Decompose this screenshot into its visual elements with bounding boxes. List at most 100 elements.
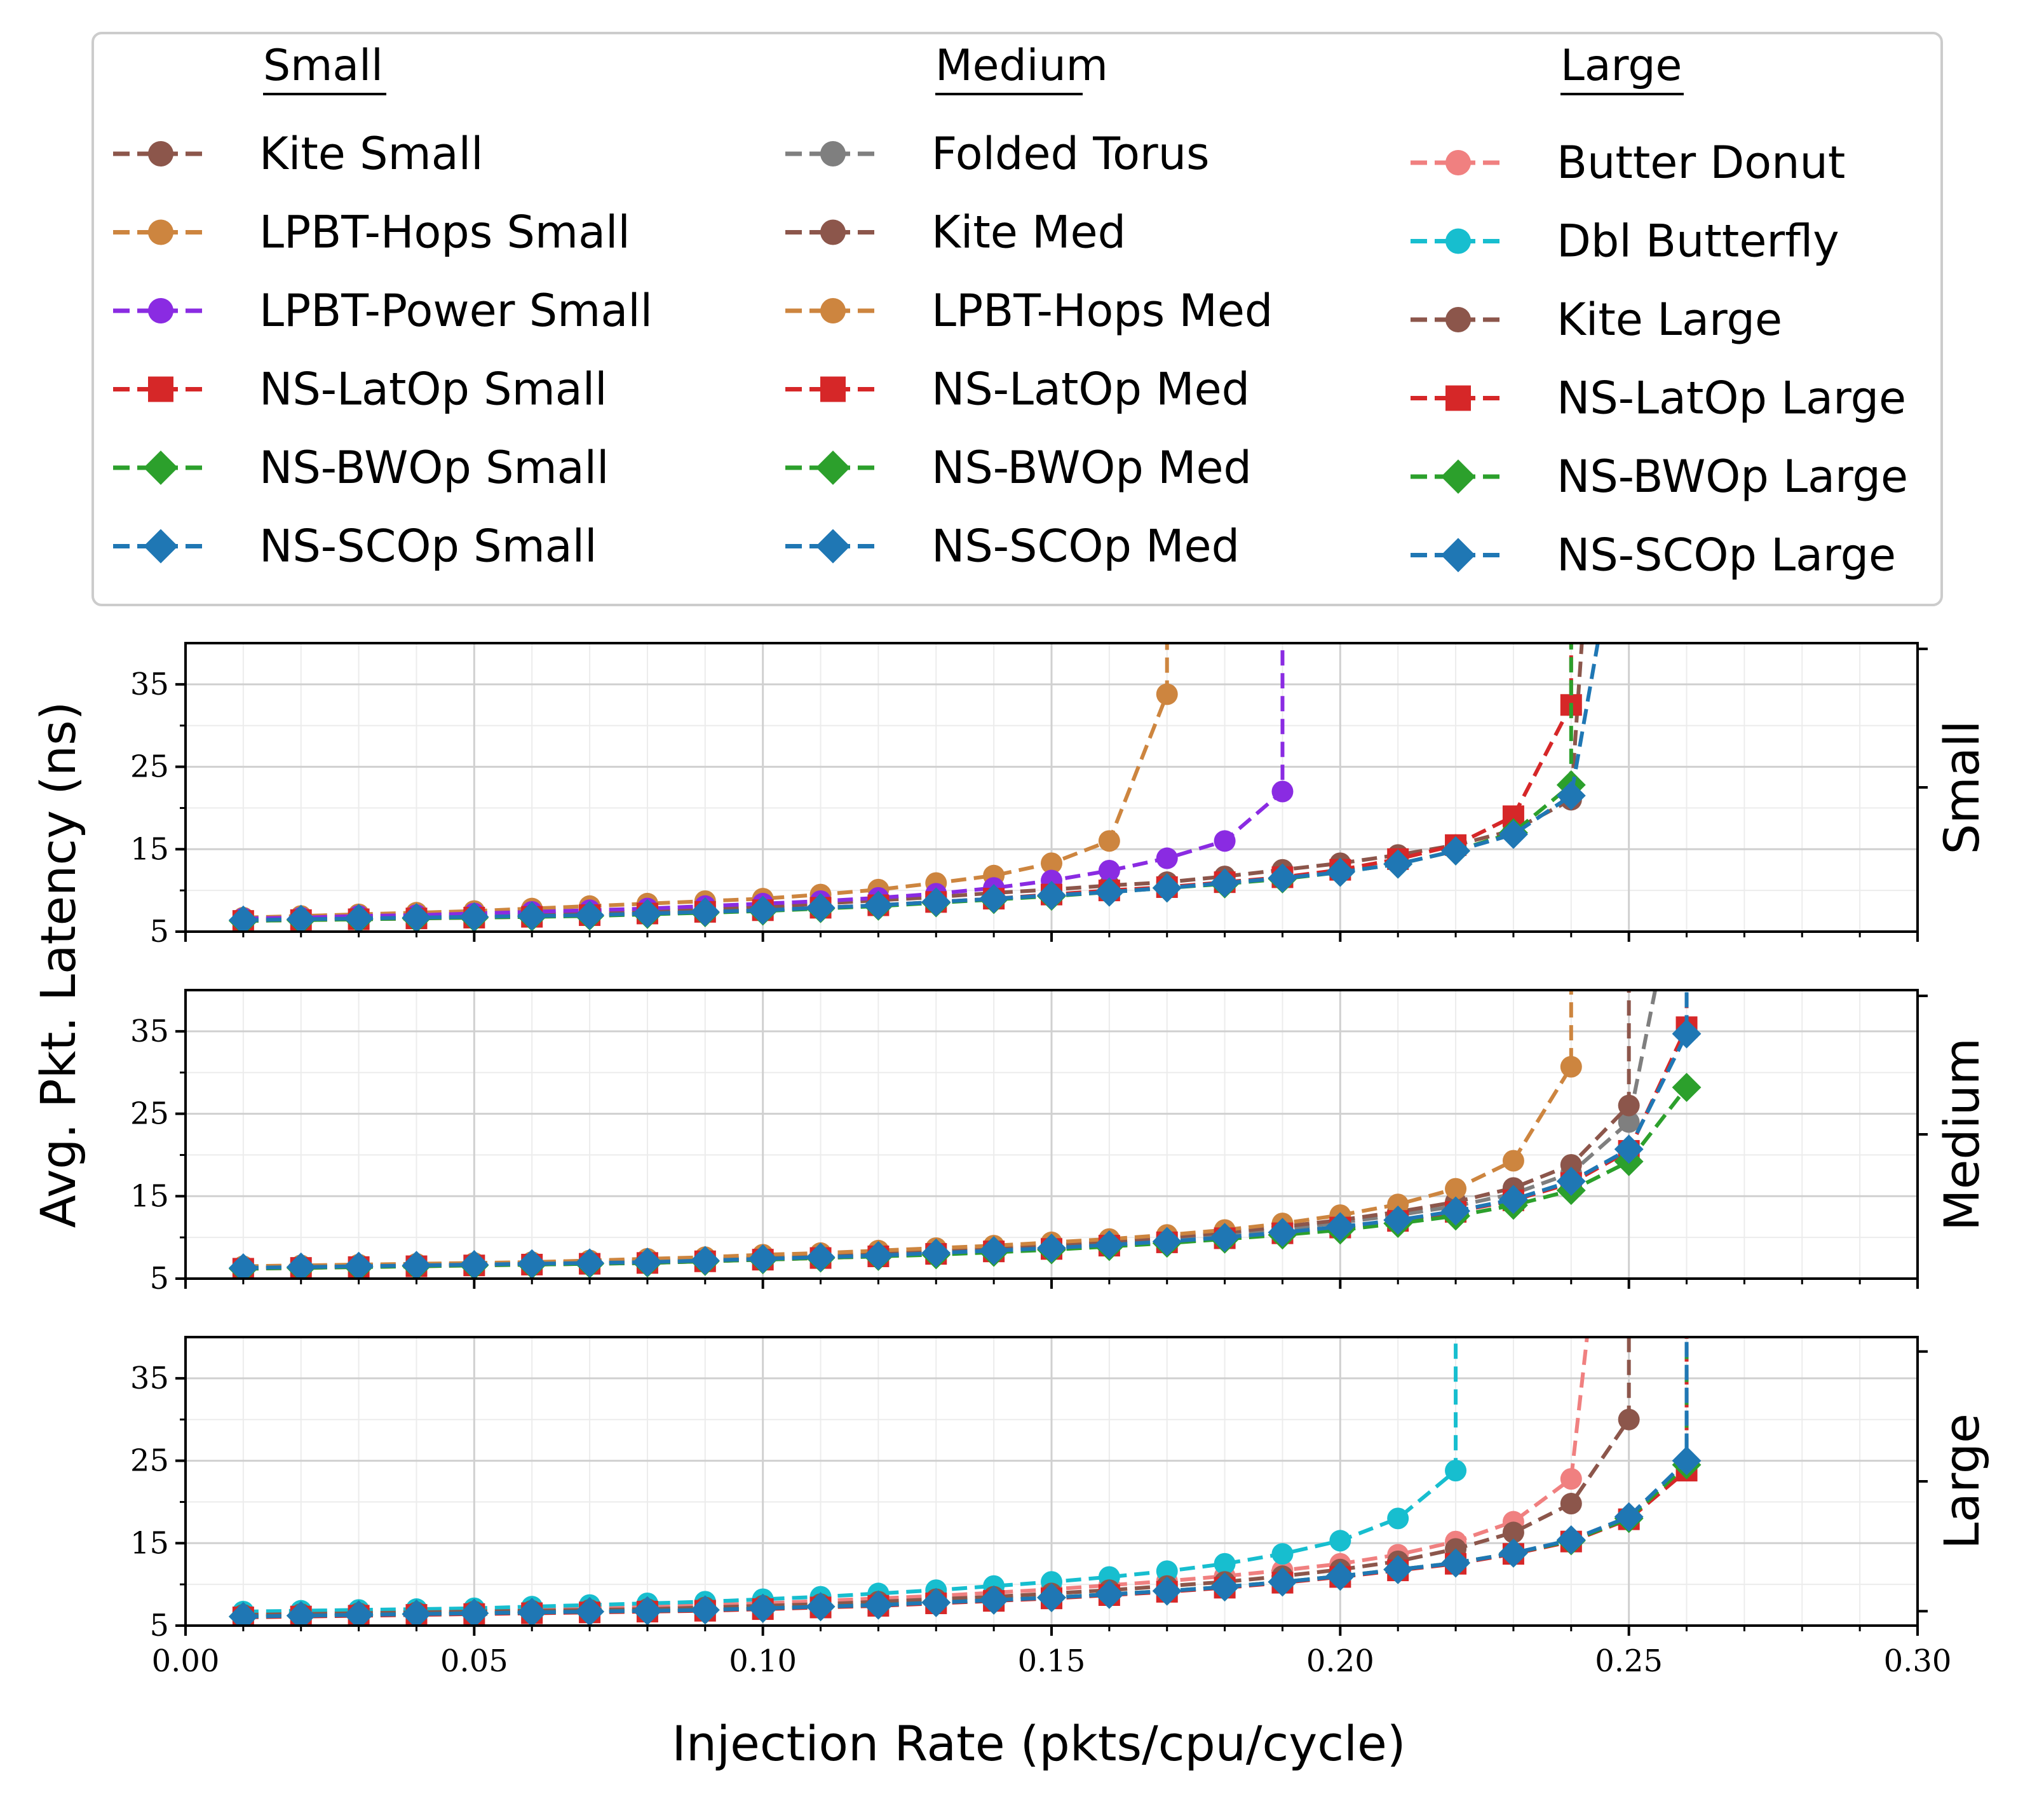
data-point [228, 1253, 258, 1279]
data-point [690, 1595, 720, 1625]
data-point [1498, 819, 1528, 849]
legend-swatch-marker [1445, 307, 1471, 332]
series-ns-scop-small-small [228, 643, 1600, 932]
data-point [979, 884, 1009, 914]
x-tick-label: 0.10 [729, 1643, 797, 1679]
data-point [1383, 1205, 1413, 1235]
legend-label: LPBT-Hops Med [931, 285, 1273, 337]
data-point [1445, 1460, 1467, 1482]
data-point [402, 1599, 431, 1626]
data-point [1098, 830, 1120, 852]
data-point [690, 897, 720, 927]
panel-label-medium: Medium [1933, 1038, 1990, 1231]
data-point [1325, 1212, 1355, 1242]
data-point [1560, 1493, 1582, 1515]
data-point [1445, 1178, 1467, 1200]
data-point [286, 1601, 316, 1626]
data-point [1560, 1468, 1582, 1490]
series-group [228, 990, 1702, 1279]
legend-item-kite-small: Kite Small [113, 128, 484, 180]
series-line [243, 1337, 1689, 1620]
x-axis-title: Injection Rate (pkts/cpu/cycle) [672, 1715, 1405, 1772]
x-tick-label: 0.20 [1306, 1643, 1374, 1679]
legend-item-ns-latop-large: NS-LatOp Large [1411, 372, 1906, 425]
data-point [1210, 1223, 1240, 1253]
series-group [228, 643, 1600, 932]
data-point [1152, 873, 1182, 903]
legend-item-kite-med: Kite Med [785, 207, 1126, 259]
series-ns-latop-med-medium [232, 990, 1698, 1279]
legend-item-lpbt-hops-small: LPBT-Hops Small [113, 207, 630, 259]
series-folded-torus-medium [232, 990, 1658, 1279]
legend-frame [91, 32, 1943, 606]
legend-label: NS-BWOp Small [259, 442, 609, 494]
series-ns-latop-large-large [232, 1337, 1698, 1626]
data-point [1556, 781, 1586, 810]
legend-swatch-marker [816, 529, 850, 564]
data-point [1441, 836, 1471, 866]
series-line [243, 990, 1689, 1270]
data-point [344, 1600, 374, 1626]
data-point [806, 1242, 836, 1272]
legend-label: NS-SCOp Small [259, 520, 597, 573]
data-point [1271, 1543, 1294, 1565]
series-ns-bwop-large-large [228, 1337, 1702, 1626]
series-lpbt-hops-med-medium [232, 990, 1582, 1277]
data-point [1672, 1446, 1702, 1476]
legend-label: NS-LatOp Large [1557, 372, 1906, 425]
legend-item-ns-bwop-med: NS-BWOp Med [785, 442, 1252, 494]
y-tick-label: 25 [130, 749, 169, 785]
data-point [1618, 1111, 1640, 1133]
legend-item-lpbt-hops-med: LPBT-Hops Med [785, 285, 1273, 337]
series-line [243, 1337, 1689, 1619]
legend-heading-small: Small [263, 41, 383, 91]
data-point [517, 1598, 547, 1626]
data-point [517, 1249, 547, 1279]
legend-label: Kite Large [1557, 294, 1782, 346]
panel-label-small: Small [1933, 720, 1990, 854]
data-point [1502, 1521, 1524, 1544]
legend-heading-medium: Medium [935, 41, 1108, 91]
y-tick-label: 15 [130, 831, 169, 867]
series-ns-scop-med-medium [228, 990, 1702, 1279]
data-point [344, 1251, 374, 1279]
data-point [1329, 1530, 1351, 1552]
series-line [243, 643, 1584, 921]
x-tick-label: 0.05 [440, 1643, 508, 1679]
data-point [1383, 1554, 1413, 1584]
y-tick-label: 25 [130, 1096, 169, 1132]
data-point [1560, 1056, 1582, 1078]
data-point [1614, 1134, 1644, 1164]
legend-label: NS-BWOp Large [1557, 451, 1908, 503]
data-point [1268, 1218, 1297, 1247]
y-tick-label: 25 [130, 1443, 169, 1479]
panel-small: 5 15 25 35 Small [130, 642, 1990, 949]
data-point [863, 890, 893, 920]
data-point [632, 899, 662, 928]
legend-item-kite-large: Kite Large [1411, 294, 1782, 346]
data-point [402, 1251, 431, 1279]
legend: Small Kite Small LPBT-Hops Small LPBT-Power… [91, 32, 1943, 606]
data-point [1325, 1561, 1355, 1591]
legend-item-dbl-butterfly: Dbl Butterfly [1411, 215, 1839, 268]
legend-label: Kite Med [931, 207, 1126, 259]
data-point [1383, 849, 1413, 879]
data-point [863, 1240, 893, 1270]
data-point [979, 1235, 1009, 1265]
panel-medium: 5 15 25 35 Medium [130, 989, 1990, 1296]
data-point [806, 1592, 836, 1622]
data-point [1041, 852, 1062, 874]
data-point [863, 1590, 893, 1620]
legend-label: Folded Torus [931, 128, 1210, 180]
data-point [1037, 1582, 1066, 1612]
data-point [1556, 1166, 1586, 1196]
data-point [1037, 880, 1066, 910]
data-point [286, 1252, 316, 1279]
data-point [1268, 863, 1297, 893]
data-point [748, 1244, 778, 1274]
data-point [1098, 860, 1120, 882]
legend-label: NS-SCOp Med [931, 520, 1240, 573]
series-line [243, 990, 1689, 1271]
data-point [1560, 1153, 1582, 1176]
